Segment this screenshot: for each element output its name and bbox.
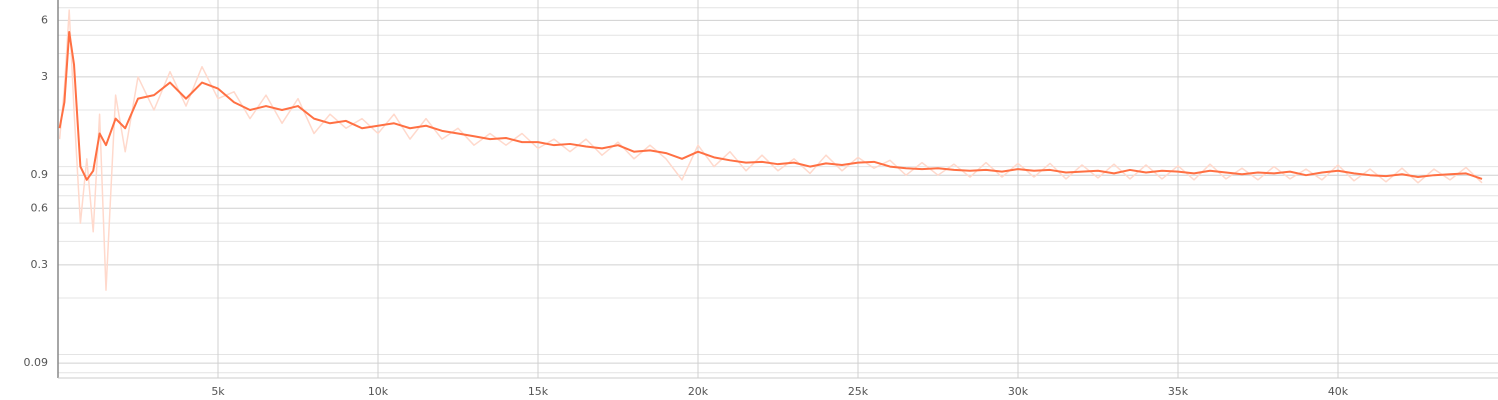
y-tick-label: 0.3: [31, 258, 49, 271]
x-tick-label: 20k: [688, 385, 709, 398]
y-tick-label: 0.09: [24, 356, 49, 369]
x-tick-label: 30k: [1008, 385, 1029, 398]
x-tick-label: 35k: [1168, 385, 1189, 398]
y-tick-label: 0.9: [31, 168, 49, 181]
x-tick-label: 40k: [1328, 385, 1349, 398]
y-tick-label: 0.6: [31, 201, 49, 214]
y-tick-label: 6: [41, 13, 48, 26]
series-line: [58, 9, 1483, 291]
x-tick-label: 5k: [211, 385, 225, 398]
x-tick-label: 10k: [368, 385, 389, 398]
x-tick-label: 15k: [528, 385, 549, 398]
y-tick-label: 3: [41, 70, 48, 83]
x-tick-label: 25k: [848, 385, 869, 398]
series-line: [58, 31, 1483, 181]
